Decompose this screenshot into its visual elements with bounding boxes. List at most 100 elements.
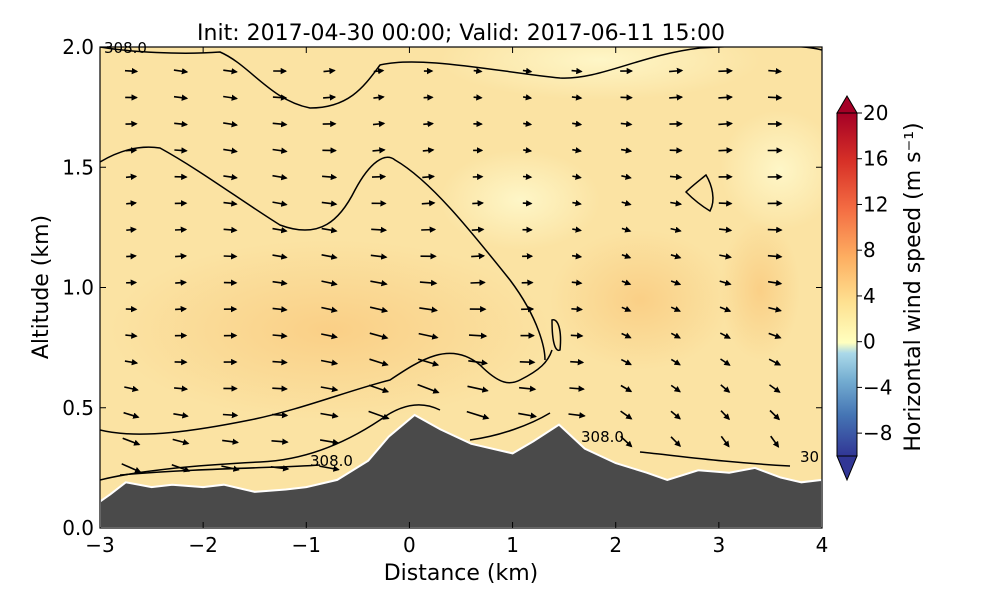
wind-vector <box>172 438 190 446</box>
wind-vector <box>669 67 684 75</box>
wind-vector <box>421 200 436 207</box>
wind-vector <box>321 333 338 340</box>
wind-vector <box>519 358 536 366</box>
x-tick-label: 1 <box>506 533 519 557</box>
wind-vector <box>522 67 533 75</box>
wind-vector <box>175 253 188 260</box>
contour-label: 308.0 <box>581 428 624 446</box>
terrain-profile <box>99 413 823 529</box>
wind-vector <box>323 94 337 101</box>
wind-vector <box>621 226 632 233</box>
colorbar-extend-top <box>836 95 858 114</box>
wind-vector <box>570 332 584 339</box>
contour-line <box>119 464 321 476</box>
potential-temperature-contours <box>100 47 822 481</box>
wind-vector <box>419 306 438 313</box>
wind-vector <box>272 200 288 207</box>
wind-vector <box>272 120 288 128</box>
wind-vector <box>670 332 681 339</box>
wind-vector <box>620 120 633 128</box>
wind-vector <box>272 358 288 366</box>
wind-vector <box>523 120 533 127</box>
wind-vector <box>768 306 782 313</box>
wind-vector <box>417 383 440 394</box>
wind-vector <box>272 332 288 339</box>
x-tick-label: 0 <box>403 533 416 557</box>
wind-vector <box>621 200 632 207</box>
contour-line <box>100 349 553 435</box>
y-tick-label: 2.0 <box>62 35 94 59</box>
wind-vector <box>669 94 684 101</box>
wind-vector <box>423 120 434 128</box>
wind-vector <box>670 226 682 233</box>
wind-vector <box>368 384 390 394</box>
wind-vector <box>122 437 141 446</box>
y-tick-label: 0.0 <box>62 516 94 540</box>
wind-vector <box>620 147 633 154</box>
wind-vector <box>670 384 681 393</box>
wind-vector <box>174 120 188 128</box>
wind-vector <box>124 385 139 392</box>
wind-vector <box>321 280 338 287</box>
wind-vector <box>719 226 733 234</box>
wind-vector <box>621 279 632 286</box>
wind-vector <box>466 410 490 420</box>
wind-vector <box>126 253 137 260</box>
wind-vector <box>718 67 733 75</box>
colorbar-tick-label: −4 <box>863 375 892 399</box>
wind-vector <box>670 436 681 448</box>
wind-vector <box>768 332 782 339</box>
wind-vector <box>422 173 435 181</box>
wind-vector <box>272 226 288 234</box>
wind-vector <box>222 411 239 419</box>
wind-vector <box>468 359 488 366</box>
wind-vector <box>518 412 537 419</box>
wind-vector <box>670 253 682 260</box>
wind-vector <box>175 305 188 313</box>
wind-vector <box>473 94 483 101</box>
wind-vector <box>571 305 583 313</box>
wind-vector <box>272 385 288 392</box>
colorbar-tick-label: 12 <box>863 192 888 216</box>
colorbar-tick-label: 8 <box>863 238 876 262</box>
wind-vector <box>174 147 188 154</box>
wind-vector <box>720 435 730 448</box>
wind-vector <box>223 253 238 260</box>
wind-vector-field <box>121 67 783 473</box>
wind-vector <box>319 438 340 446</box>
wind-vector <box>126 200 137 207</box>
wind-vector <box>620 410 633 420</box>
wind-vector <box>319 465 340 472</box>
wind-vector <box>223 94 238 101</box>
wind-vector <box>370 253 388 260</box>
wind-vector <box>720 410 730 421</box>
x-tick-label: −1 <box>292 533 321 557</box>
wind-vector <box>719 306 732 313</box>
wind-vector <box>470 279 486 286</box>
wind-vector <box>523 147 533 154</box>
wind-vector <box>271 438 289 445</box>
wind-vector <box>620 358 632 366</box>
wind-vector <box>670 410 681 420</box>
wind-vector <box>472 200 484 207</box>
wind-vector <box>719 332 731 339</box>
wind-vector <box>125 173 138 181</box>
wind-vector <box>572 147 582 154</box>
wind-vector <box>421 226 437 233</box>
wind-vector <box>372 120 386 128</box>
wind-vector <box>223 68 238 75</box>
contour-label: 308.0 <box>104 39 147 57</box>
wind-vector <box>767 94 783 101</box>
wind-vector <box>621 332 632 339</box>
wind-vector <box>522 200 533 207</box>
wind-vector <box>173 94 189 101</box>
wind-vector <box>568 412 586 419</box>
wind-vector <box>223 226 238 234</box>
wind-vector <box>571 94 583 101</box>
wind-vector <box>369 358 389 367</box>
colorbar-tick-label: 0 <box>863 330 876 354</box>
wind-vector <box>572 120 583 128</box>
wind-vector <box>621 252 632 259</box>
wind-vector <box>373 94 385 101</box>
wind-vector <box>718 120 733 128</box>
